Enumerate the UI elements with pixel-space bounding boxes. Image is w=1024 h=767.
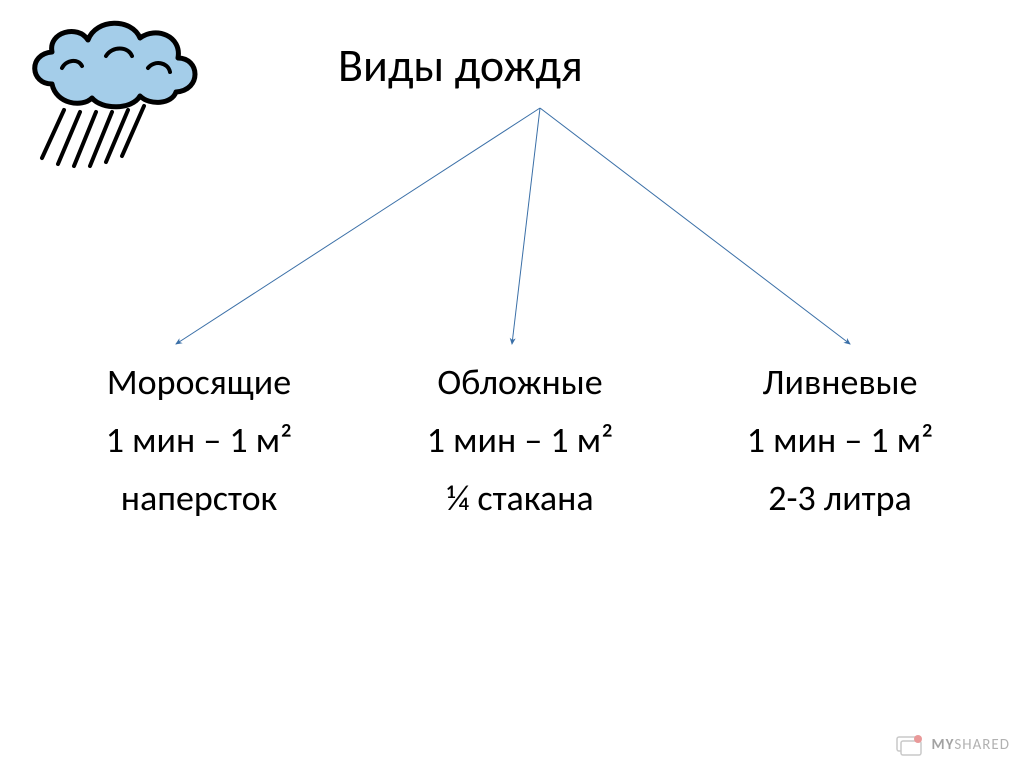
watermark-text: MYSHARED xyxy=(931,736,1010,754)
column-rate: 1 мин – 1 м² xyxy=(427,418,613,462)
slide: Виды дождя Моросящие 1 мин – 1 м² наперс… xyxy=(0,0,1024,767)
column-drizzle: Моросящие 1 мин – 1 м² наперсток xyxy=(54,360,344,520)
column-name: Ливневые xyxy=(763,360,918,404)
column-rate: 1 мин – 1 м² xyxy=(747,418,933,462)
column-rate: 1 мин – 1 м² xyxy=(106,418,292,462)
column-amount: ¼ стакана xyxy=(446,476,593,520)
branch-arrows xyxy=(0,100,1024,360)
watermark: MYSHARED xyxy=(895,733,1010,757)
column-name: Моросящие xyxy=(107,360,291,404)
column-steady: Обложные 1 мин – 1 м² ¼ стакана xyxy=(370,360,670,520)
column-name: Обложные xyxy=(437,360,602,404)
column-downpour: Ливневые 1 мин – 1 м² 2-3 литра xyxy=(690,360,990,520)
column-amount: 2-3 литра xyxy=(768,476,912,520)
watermark-logo-icon xyxy=(895,733,925,757)
slide-title: Виды дождя xyxy=(338,38,583,94)
column-amount: наперсток xyxy=(121,476,278,520)
